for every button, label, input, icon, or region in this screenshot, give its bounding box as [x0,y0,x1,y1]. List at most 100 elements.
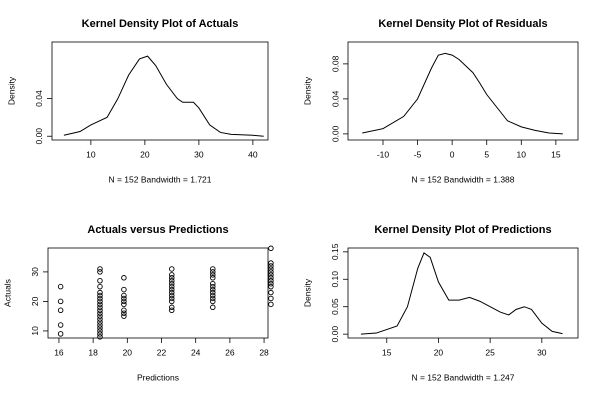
point [121,298,127,305]
point [97,319,103,325]
point [169,304,175,311]
plot-box [51,41,269,141]
point [97,316,103,322]
y-tick-label: 10 [30,326,40,336]
plot-box [347,247,579,339]
point [97,298,103,305]
point [210,275,216,281]
x-tick-label: 30 [537,347,547,357]
point [268,283,274,290]
point [121,307,127,314]
point [268,275,274,281]
x-tick-label: 25 [485,347,495,357]
point [210,298,216,305]
point [169,266,175,272]
x-axis-label: N = 152 Bandwidth = 1.247 [411,372,514,382]
plot-box [47,247,269,339]
x-tick-label: 10 [86,149,96,159]
y-axis-label: Density [302,278,312,307]
x-axis-label: N = 152 Bandwidth = 1.388 [411,174,514,184]
density-line [362,52,563,135]
point [57,307,64,314]
point [268,280,274,287]
point [268,260,274,266]
point [268,245,274,252]
panel-title: Kernel Density Plot of Predictions [374,224,551,236]
point [169,289,175,296]
point [97,269,103,275]
y-tick-label: 0.04 [34,90,44,107]
point [97,334,103,340]
point [97,289,103,296]
point [97,295,103,302]
point [268,263,274,269]
point [97,292,103,299]
point [268,278,274,284]
point [169,298,175,305]
plot-box [347,41,579,141]
y-tick-label: 30 [30,267,40,277]
x-tick-label: 30 [194,149,204,159]
y-tick-label: 0.15 [330,243,340,260]
density-line [360,252,563,335]
y-tick-label: 0.00 [330,326,340,343]
point [97,331,103,337]
x-tick-label: 20 [123,347,133,357]
point [268,272,274,278]
point [121,295,127,302]
x-tick-label: 15 [382,347,392,357]
point [121,310,127,316]
point [210,266,216,272]
point [121,286,127,293]
point [169,275,175,281]
point [210,289,216,296]
point [121,313,127,319]
point [268,266,274,272]
point [57,283,64,290]
density-line [63,55,264,137]
x-tick-label: 20 [140,149,150,159]
y-tick-label: 0.08 [330,55,340,72]
point [210,304,216,311]
point [121,275,127,281]
point [169,295,175,302]
point [97,310,103,316]
panel-title: Actuals versus Predictions [87,224,228,236]
y-tick-label: 20 [30,296,40,306]
point [121,292,127,299]
panel-title: Kernel Density Plot of Residuals [378,18,547,30]
point [97,301,103,308]
point [57,331,64,337]
point [97,307,103,314]
y-tick-label: 0.10 [330,271,340,288]
point [169,278,175,284]
point [97,266,103,272]
point [169,307,175,314]
x-tick-label: 40 [248,149,258,159]
point [210,280,216,287]
point [210,283,216,290]
y-tick-label: 0.05 [330,298,340,315]
x-tick-label: 5 [484,149,489,159]
x-tick-label: 15 [551,149,561,159]
point [97,328,103,334]
point [169,283,175,290]
y-tick-label: 0.00 [330,125,340,142]
x-tick-label: 0 [450,149,455,159]
y-axis-label: Density [6,76,16,105]
x-tick-label: 28 [259,347,269,357]
x-axis-label: N = 152 Bandwidth = 1.721 [108,174,211,184]
point [97,283,103,290]
y-axis-label: Density [302,76,312,105]
point [169,292,175,299]
x-tick-label: 22 [157,347,167,357]
point [210,292,216,299]
point [169,280,175,287]
point [210,286,216,293]
point [97,304,103,311]
x-tick-label: 24 [191,347,201,357]
point [57,322,64,328]
point [268,269,274,275]
point [57,298,64,305]
x-tick-label: -5 [414,149,422,159]
